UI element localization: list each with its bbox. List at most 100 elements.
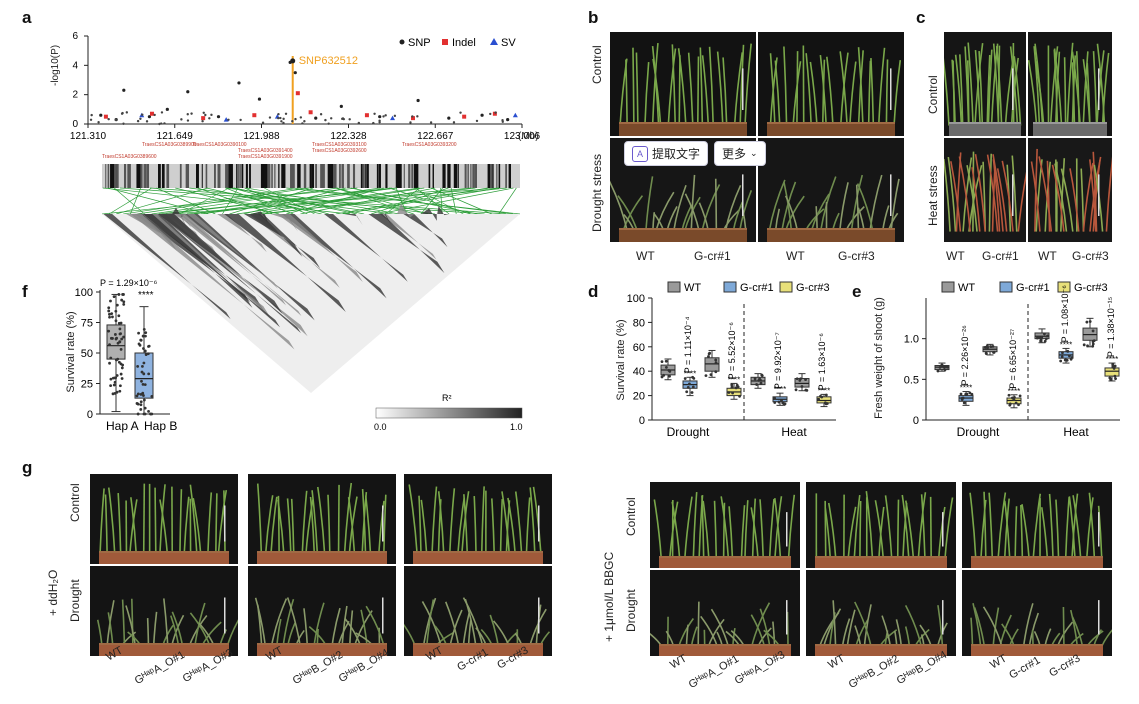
- p-value-label: P = 2.26×10⁻²⁶: [960, 325, 970, 386]
- data-point: [970, 392, 974, 396]
- data-point: [142, 398, 146, 402]
- x-tick-label: 121.310: [70, 131, 107, 142]
- plant-leaf: [117, 493, 122, 556]
- photo-c-control-wt-cr1: [944, 32, 1026, 136]
- plant-leaf: [1003, 498, 1010, 560]
- ld-stripe: [490, 164, 493, 188]
- data-point: [1091, 342, 1095, 346]
- e-legend: WT G-cr#1 G-cr#3: [941, 281, 1108, 294]
- plant-leaf: [974, 154, 986, 232]
- data-point: [714, 358, 718, 362]
- plant-leaf: [644, 61, 650, 126]
- plant-leaf: [750, 602, 771, 648]
- data-point: [111, 315, 114, 319]
- ld-stripe: [123, 164, 127, 188]
- scale-bar: [538, 505, 540, 542]
- plant-leaf: [966, 60, 970, 126]
- ld-connector: [286, 187, 521, 215]
- snp-point: [261, 121, 265, 124]
- more-button[interactable]: 更多 ⌄: [714, 141, 766, 166]
- plant-leaf: [983, 491, 987, 560]
- plant-leaf: [716, 51, 724, 126]
- g-photo-control: [650, 482, 800, 568]
- data-point: [773, 401, 777, 404]
- indel-point: [308, 110, 313, 115]
- ld-stripe: [179, 164, 182, 188]
- plant-leaf: [999, 614, 1012, 648]
- plant-leaf: [215, 493, 218, 556]
- snp-point: [186, 119, 190, 122]
- b-row-label-drought: Drought stress: [590, 153, 604, 232]
- plant-leaf: [377, 500, 385, 556]
- ld-stripe: [408, 164, 411, 188]
- plant-leaf: [759, 608, 771, 648]
- plant-leaf: [431, 486, 438, 556]
- data-point: [780, 399, 783, 403]
- plant-leaf: [1086, 62, 1091, 126]
- plant-leaf: [683, 496, 693, 560]
- plant-leaf: [1088, 492, 1096, 560]
- d-box: [816, 393, 832, 408]
- e-box: [1058, 347, 1074, 364]
- plant-leaf: [884, 495, 893, 560]
- ld-stripe: [428, 164, 431, 188]
- significance-stars: ****: [728, 375, 740, 384]
- panel-label-d: d: [588, 282, 599, 301]
- ld-connector: [498, 187, 517, 215]
- plant-leaf: [854, 601, 873, 648]
- panel-d-chart: 0 20 40 60 80 100 Survival rate (%) WT G-cr#1 G…: [615, 281, 836, 439]
- plant-leaf: [722, 57, 728, 126]
- plant-leaf: [870, 57, 875, 126]
- ld-stripe: [398, 164, 402, 188]
- plant-leaf: [383, 494, 387, 556]
- ld-stripe: [166, 164, 170, 188]
- data-point: [800, 385, 804, 388]
- data-point: [142, 394, 145, 397]
- snp-point: [452, 121, 456, 124]
- plant-leaf: [733, 52, 744, 126]
- plant-leaf: [987, 49, 993, 126]
- plant-leaf: [774, 498, 782, 560]
- snp-point: [330, 117, 333, 120]
- extract-text-button[interactable]: A 提取文字: [624, 141, 709, 166]
- ld-connector: [342, 187, 500, 215]
- data-point: [118, 332, 122, 336]
- data-point: [143, 349, 147, 353]
- p-value-label: P = 1.08×10⁻⁶: [1060, 285, 1070, 343]
- ld-stripe: [141, 164, 143, 188]
- plant-leaf: [491, 498, 496, 556]
- ld-stripe: [474, 164, 477, 188]
- plant-leaf: [768, 179, 786, 232]
- ld-stripe: [432, 164, 434, 188]
- e-box: [958, 391, 974, 406]
- snp-point: [158, 122, 161, 126]
- data-point: [136, 412, 140, 416]
- plant-leaf: [1085, 497, 1094, 560]
- plant-leaf: [480, 486, 485, 556]
- panel-c: Control Heat stress WT G-cr#1 WT G-cr#3: [922, 32, 1132, 263]
- plant-leaf: [893, 59, 902, 126]
- data-point: [1039, 338, 1043, 341]
- data-point: [707, 352, 711, 356]
- c-col-label: WT: [1038, 249, 1057, 263]
- plant-leaf: [179, 489, 183, 556]
- ld-stripe: [268, 164, 270, 188]
- data-point: [1091, 329, 1095, 333]
- ld-stripe: [443, 164, 446, 188]
- plant-leaf: [217, 489, 228, 556]
- plant-leaf: [904, 500, 915, 560]
- data-point: [120, 366, 124, 370]
- plant-image: [610, 32, 756, 136]
- plant-leaf: [824, 507, 832, 560]
- plant-leaf: [986, 54, 991, 126]
- snp-point: [480, 113, 484, 117]
- plant-leaf: [671, 44, 677, 126]
- g-photo-drought: [404, 566, 552, 656]
- ld-stripe: [470, 164, 472, 188]
- plant-leaf: [728, 506, 734, 560]
- plant-leaf: [744, 500, 749, 560]
- plant-leaf: [827, 502, 837, 560]
- g-photo-drought: [806, 570, 956, 656]
- y-tick-label: 80: [633, 317, 645, 329]
- ld-stripe: [366, 164, 369, 188]
